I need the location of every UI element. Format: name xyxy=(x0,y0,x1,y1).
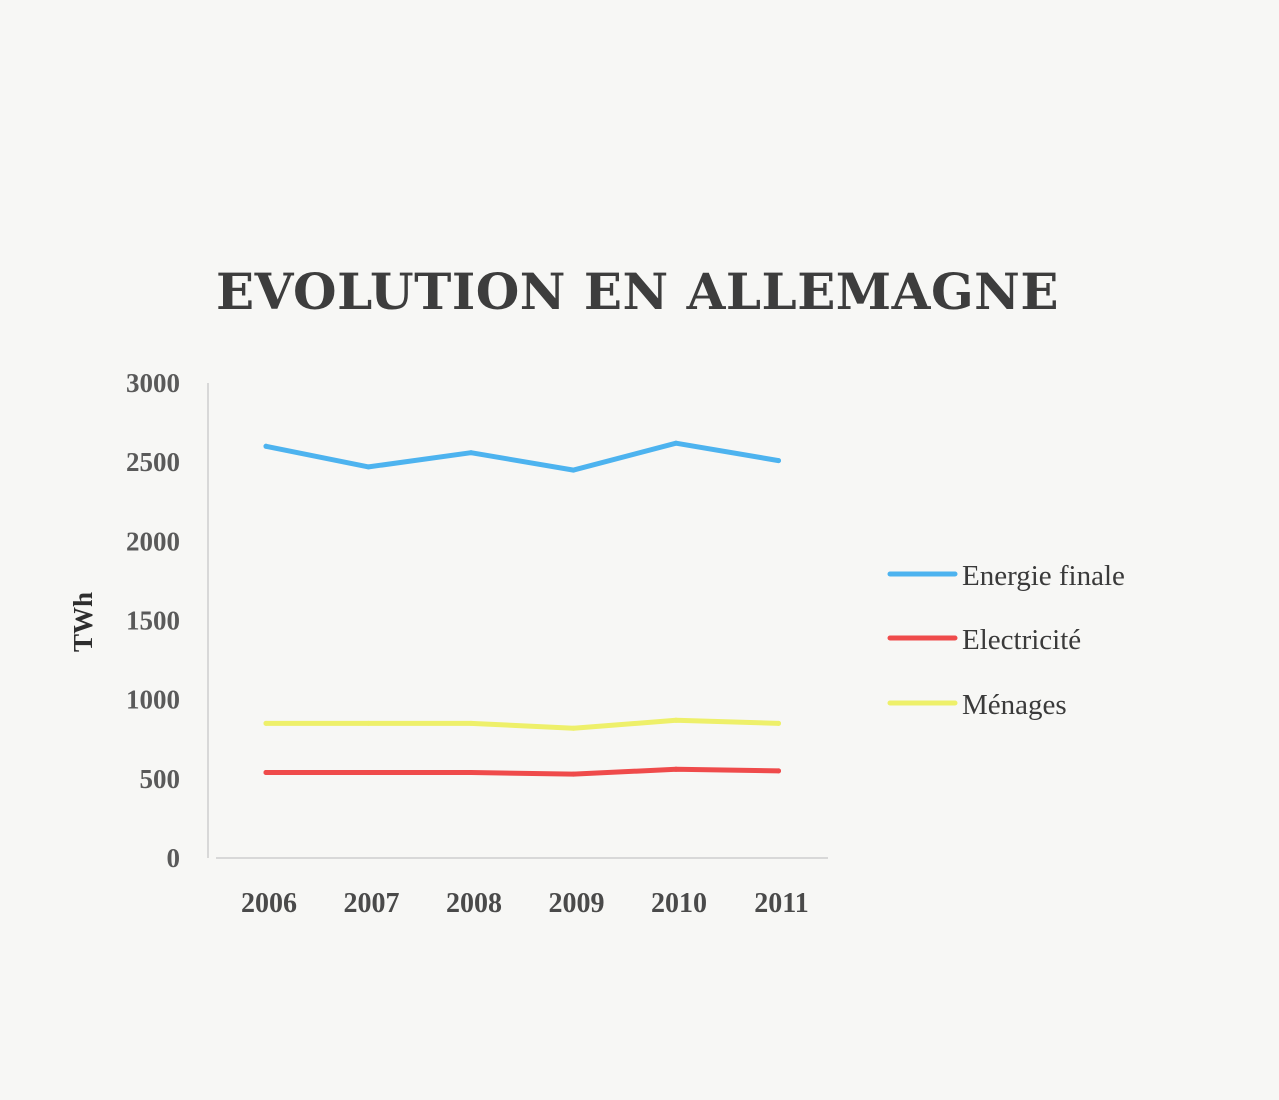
data-point xyxy=(366,464,371,470)
data-point xyxy=(673,440,679,446)
data-point xyxy=(366,770,371,775)
data-point xyxy=(673,717,679,723)
data-point xyxy=(776,458,781,464)
legend-label: Ménages xyxy=(962,689,1067,721)
x-tick-label: 2008 xyxy=(446,888,502,919)
x-tick-label: 2006 xyxy=(241,888,297,919)
series-line xyxy=(263,440,781,473)
y-tick-label: 1500 xyxy=(126,606,180,636)
data-point xyxy=(571,771,576,777)
y-tick-label: 0 xyxy=(167,843,181,873)
data-point xyxy=(263,770,269,775)
data-point xyxy=(776,768,781,774)
y-tick-label: 2000 xyxy=(126,526,180,556)
x-tick-label: 2010 xyxy=(651,888,707,919)
data-point xyxy=(468,450,474,456)
y-tick-label: 1000 xyxy=(126,685,180,715)
y-tick-label: 3000 xyxy=(126,368,180,398)
data-point xyxy=(468,770,474,775)
y-tick-label: 2500 xyxy=(126,447,180,477)
legend-label: Electricité xyxy=(962,624,1081,656)
y-tick-label: 500 xyxy=(140,764,181,794)
series-line xyxy=(263,717,781,731)
y-axis-title: TWh xyxy=(68,592,98,652)
x-tick-label: 2011 xyxy=(754,888,808,919)
series-line xyxy=(263,766,781,777)
legend-label: Energie finale xyxy=(962,560,1125,592)
data-point xyxy=(776,720,781,726)
chart-title: EVOLUTION EN ALLEMAGNE xyxy=(216,262,1059,321)
data-point xyxy=(673,766,679,772)
data-point xyxy=(263,443,269,449)
data-point xyxy=(366,720,371,726)
data-point xyxy=(571,725,576,731)
x-tick-label: 2009 xyxy=(549,888,605,919)
data-point xyxy=(263,720,269,726)
data-point xyxy=(468,720,474,726)
data-point xyxy=(571,467,576,473)
x-tick-label: 2007 xyxy=(344,888,400,919)
